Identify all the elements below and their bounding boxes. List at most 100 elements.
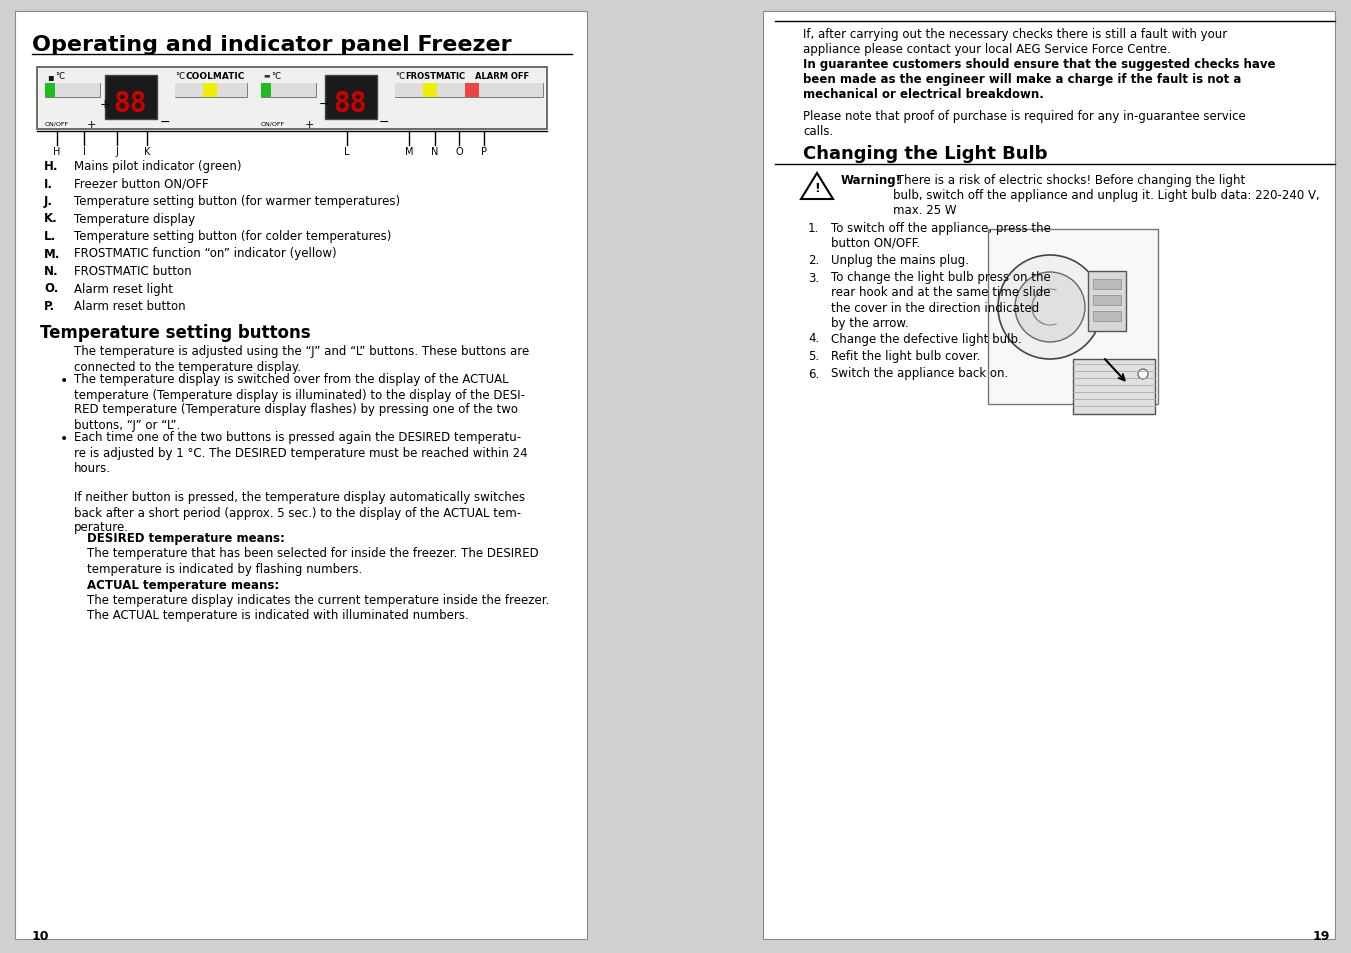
Text: −: − [380, 116, 389, 129]
Text: 3.: 3. [808, 272, 819, 284]
Text: N: N [431, 147, 439, 157]
Text: Temperature setting button (for warmer temperatures): Temperature setting button (for warmer t… [74, 194, 400, 208]
Text: 6.: 6. [808, 367, 819, 380]
Text: M.: M. [45, 247, 61, 260]
Text: In guarantee customers should ensure that the suggested checks have
been made as: In guarantee customers should ensure tha… [802, 58, 1275, 101]
Text: To switch off the appliance, press the
button ON/OFF.: To switch off the appliance, press the b… [831, 222, 1051, 250]
Bar [105, 76, 157, 120]
Text: Temperature setting button (for colder temperatures): Temperature setting button (for colder t… [74, 230, 392, 243]
Text: P.: P. [45, 299, 55, 313]
Text: N.: N. [45, 265, 58, 277]
Text: L.: L. [45, 230, 57, 243]
Text: K: K [143, 147, 150, 157]
Bar [394, 84, 543, 98]
Text: 19: 19 [1313, 929, 1329, 942]
Text: +: + [86, 120, 96, 130]
Bar [176, 84, 185, 98]
Bar [394, 84, 405, 98]
Text: P: P [481, 147, 486, 157]
Bar [85, 84, 100, 98]
Text: Switch the appliance back on.: Switch the appliance back on. [831, 367, 1008, 380]
Bar [480, 84, 499, 98]
Bar [15, 12, 586, 939]
Text: Temperature display: Temperature display [74, 213, 195, 225]
Text: Operating and indicator panel Freezer: Operating and indicator panel Freezer [32, 35, 512, 55]
Text: Change the defective light bulb.: Change the defective light bulb. [831, 333, 1021, 345]
Bar [326, 76, 377, 120]
Bar [1088, 272, 1125, 332]
Text: Mains pilot indicator (green): Mains pilot indicator (green) [74, 160, 242, 172]
Text: −: − [319, 98, 330, 111]
Text: Each time one of the two buttons is pressed again the DESIRED temperatu-
re is a: Each time one of the two buttons is pres… [74, 431, 528, 534]
Text: Changing the Light Bulb: Changing the Light Bulb [802, 145, 1047, 163]
Text: •: • [59, 431, 69, 445]
Bar [218, 84, 247, 98]
Text: Please note that proof of purchase is required for any in-guarantee service
call: Please note that proof of purchase is re… [802, 110, 1246, 138]
Text: ALARM OFF: ALARM OFF [476, 71, 530, 81]
Bar [1073, 359, 1155, 415]
Text: 88: 88 [332, 90, 366, 118]
Text: The temperature display indicates the current temperature inside the freezer.
Th: The temperature display indicates the cu… [86, 594, 550, 621]
Text: The temperature display is switched over from the display of the ACTUAL
temperat: The temperature display is switched over… [74, 374, 526, 431]
Bar [203, 84, 218, 98]
Bar [1093, 280, 1121, 290]
Text: 4.: 4. [808, 333, 819, 345]
Text: There is a risk of electric shocks! Before changing the light
bulb, switch off t: There is a risk of electric shocks! Befo… [893, 173, 1320, 216]
Text: +: + [305, 120, 315, 130]
Bar [436, 84, 465, 98]
Bar [301, 84, 316, 98]
Text: DESIRED temperature means:: DESIRED temperature means: [86, 532, 285, 544]
Text: °C: °C [394, 71, 405, 81]
Text: H.: H. [45, 160, 58, 172]
Text: 1.: 1. [808, 222, 819, 234]
Circle shape [998, 255, 1102, 359]
Text: FROSTMATIC function “on” indicator (yellow): FROSTMATIC function “on” indicator (yell… [74, 247, 336, 260]
Text: °C: °C [176, 71, 185, 81]
Text: O.: O. [45, 282, 58, 295]
Text: O: O [455, 147, 463, 157]
Text: The temperature that has been selected for inside the freezer. The DESIRED
tempe: The temperature that has been selected f… [86, 547, 539, 575]
Text: Alarm reset button: Alarm reset button [74, 299, 185, 313]
Text: ON/OFF: ON/OFF [45, 122, 69, 127]
Bar [261, 84, 272, 98]
Bar [499, 84, 543, 98]
Text: M: M [405, 147, 413, 157]
Text: •: • [59, 374, 69, 387]
Text: J: J [116, 147, 119, 157]
Polygon shape [801, 173, 834, 200]
Bar [70, 84, 85, 98]
Text: If, after carrying out the necessary checks there is still a fault with your
app: If, after carrying out the necessary che… [802, 28, 1227, 56]
Circle shape [1138, 370, 1148, 379]
Text: +: + [100, 98, 111, 111]
Bar [261, 84, 316, 98]
Text: ▪: ▪ [47, 71, 54, 82]
Text: I: I [82, 147, 85, 157]
Bar [286, 84, 301, 98]
Bar [1093, 312, 1121, 322]
Text: FROSTMATIC button: FROSTMATIC button [74, 265, 192, 277]
Text: Alarm reset light: Alarm reset light [74, 282, 173, 295]
Text: °C: °C [272, 71, 281, 81]
Text: H: H [53, 147, 61, 157]
Bar [55, 84, 70, 98]
Text: ACTUAL temperature means:: ACTUAL temperature means: [86, 578, 280, 591]
Text: ON/OFF: ON/OFF [261, 122, 285, 127]
Text: Warning!: Warning! [842, 173, 902, 187]
Bar [36, 68, 547, 130]
Text: −: − [159, 116, 170, 129]
Bar [1093, 295, 1121, 306]
Text: The temperature is adjusted using the “J” and “L” buttons. These buttons are
con: The temperature is adjusted using the “J… [74, 345, 530, 374]
Text: COOLMATIC: COOLMATIC [186, 71, 246, 81]
Bar [45, 84, 55, 98]
Text: 5.: 5. [808, 350, 819, 363]
Bar [988, 230, 1158, 405]
Bar [185, 84, 203, 98]
Text: Unplug the mains plug.: Unplug the mains plug. [831, 253, 969, 267]
Circle shape [1015, 273, 1085, 343]
Bar [272, 84, 286, 98]
Text: 88: 88 [113, 90, 146, 118]
Bar [465, 84, 480, 98]
Text: 2.: 2. [808, 253, 819, 267]
Text: °C: °C [55, 71, 65, 81]
Text: J.: J. [45, 194, 53, 208]
